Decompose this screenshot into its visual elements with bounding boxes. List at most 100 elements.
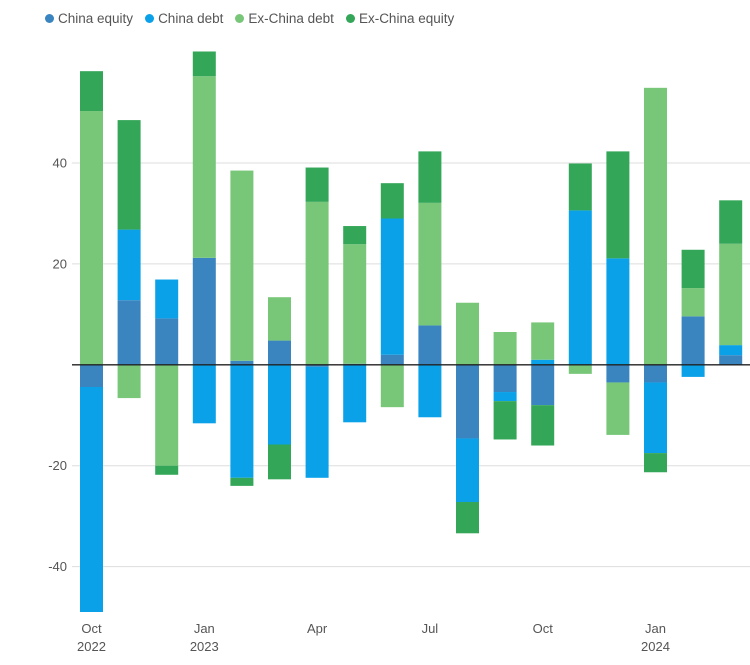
bar-china-debt-4[interactable] [230, 364, 254, 478]
bar-ex-china-debt-12[interactable] [531, 322, 555, 360]
bar-ex-china-equity-7[interactable] [343, 226, 367, 245]
bar-ex-china-debt-0[interactable] [80, 111, 103, 365]
legend-swatch-ex-china-equity [345, 13, 355, 23]
bar-china-equity-12[interactable] [531, 364, 555, 406]
bar-china-equity-2[interactable] [155, 318, 179, 365]
bar-china-equity-10[interactable] [456, 364, 479, 439]
legend-item-china-debt[interactable]: China debt [145, 11, 223, 26]
legend-label-china-debt: China debt [158, 10, 224, 26]
bar-ex-china-equity-16[interactable] [681, 249, 705, 289]
bar-china-debt-12[interactable] [531, 359, 555, 365]
x-tick-label-month: Jul [422, 621, 439, 636]
bar-ex-china-debt-15[interactable] [644, 87, 667, 365]
bar-ex-china-debt-13[interactable] [568, 364, 592, 374]
bar-ex-china-debt-8[interactable] [380, 364, 404, 408]
legend-label-china-equity: China equity [58, 10, 134, 26]
bar-ex-china-debt-14[interactable] [606, 382, 630, 435]
bar-china-debt-5[interactable] [268, 364, 291, 445]
bar-china-equity-8[interactable] [380, 354, 404, 365]
bar-china-debt-11[interactable] [493, 392, 517, 402]
x-tick-label-month: Oct [533, 621, 554, 636]
y-tick-label: -20 [48, 458, 67, 473]
bar-ex-china-equity-13[interactable] [568, 163, 592, 211]
x-tick-label-month: Jan [645, 621, 666, 636]
bar-china-equity-9[interactable] [418, 325, 442, 365]
x-tick-label-month: Jan [194, 621, 215, 636]
bar-ex-china-debt-11[interactable] [493, 332, 517, 365]
bar-china-equity-17[interactable] [719, 355, 743, 365]
x-tick-label-month: Apr [307, 621, 328, 636]
legend-swatch-china-debt [145, 13, 155, 23]
bar-ex-china-debt-10[interactable] [456, 302, 479, 365]
bar-ex-china-equity-12[interactable] [531, 405, 555, 446]
bar-china-debt-9[interactable] [418, 364, 442, 418]
x-tick-label-year: 2022 [77, 639, 106, 654]
bar-ex-china-equity-1[interactable] [117, 120, 141, 230]
bar-china-equity-0[interactable] [80, 364, 103, 387]
y-tick-label: -40 [48, 559, 67, 574]
bar-china-equity-15[interactable] [644, 364, 667, 383]
bar-ex-china-debt-2[interactable] [155, 364, 179, 466]
bar-ex-china-equity-5[interactable] [268, 444, 291, 480]
bar-ex-china-equity-17[interactable] [719, 200, 743, 244]
bar-china-equity-3[interactable] [192, 257, 216, 365]
bar-ex-china-equity-9[interactable] [418, 151, 442, 203]
bar-ex-china-equity-0[interactable] [80, 71, 103, 112]
bar-china-equity-4[interactable] [230, 360, 254, 365]
bar-china-debt-3[interactable] [192, 364, 216, 424]
bar-china-debt-0[interactable] [80, 386, 103, 612]
bar-ex-china-equity-3[interactable] [192, 51, 216, 77]
bar-ex-china-debt-17[interactable] [719, 243, 743, 346]
bar-ex-china-equity-8[interactable] [380, 183, 404, 219]
bar-ex-china-debt-6[interactable] [305, 201, 329, 365]
bar-ex-china-equity-11[interactable] [493, 401, 517, 440]
bar-china-equity-1[interactable] [117, 300, 141, 365]
bar-ex-china-debt-5[interactable] [268, 297, 291, 341]
legend-swatch-ex-china-debt [235, 13, 245, 23]
bar-ex-china-equity-10[interactable] [456, 502, 479, 534]
chart-legend: China equity China debt Ex-China debt Ex… [45, 9, 466, 27]
x-tick-label-month: Oct [81, 621, 102, 636]
x-tick-label-year: 2023 [190, 639, 219, 654]
y-tick-label: 40 [53, 155, 67, 170]
label-layer: 40 20 -20 -40 Oct 2022 Jan 2023 Apr Jul Oct Jan 2024 [48, 155, 670, 654]
bar-china-debt-7[interactable] [343, 364, 367, 423]
bar-china-equity-16[interactable] [681, 316, 705, 365]
bar-china-debt-16[interactable] [681, 364, 705, 377]
bar-layer [80, 51, 743, 612]
y-tick-label: 20 [53, 256, 67, 271]
grid-layer [72, 162, 750, 568]
bar-china-debt-17[interactable] [719, 345, 743, 356]
bar-ex-china-debt-7[interactable] [343, 244, 367, 364]
legend-swatch-china-equity [45, 13, 54, 23]
bar-china-equity-6[interactable] [305, 364, 329, 367]
legend-label-ex-china-equity: Ex-China equity [358, 10, 455, 26]
bar-ex-china-equity-14[interactable] [606, 151, 630, 259]
bar-ex-china-debt-9[interactable] [418, 202, 442, 326]
bar-china-debt-10[interactable] [456, 438, 479, 503]
legend-item-ex-china-equity[interactable]: Ex-China equity [345, 10, 455, 26]
bar-ex-china-equity-15[interactable] [644, 453, 667, 473]
bar-china-debt-2[interactable] [155, 279, 179, 319]
bar-china-debt-15[interactable] [644, 382, 667, 454]
bar-china-debt-14[interactable] [606, 258, 630, 365]
bar-ex-china-debt-1[interactable] [117, 364, 141, 399]
bar-ex-china-equity-4[interactable] [230, 477, 254, 486]
bar-china-debt-13[interactable] [568, 210, 592, 365]
bar-ex-china-debt-3[interactable] [192, 76, 216, 258]
bar-china-debt-6[interactable] [305, 366, 329, 478]
bar-china-equity-11[interactable] [493, 364, 517, 393]
bar-ex-china-debt-16[interactable] [681, 288, 705, 317]
legend-item-ex-china-debt[interactable]: Ex-China debt [235, 11, 334, 26]
bar-china-equity-5[interactable] [268, 340, 291, 365]
x-tick-label-year: 2024 [641, 639, 670, 654]
bar-china-equity-14[interactable] [606, 364, 630, 383]
bar-china-debt-8[interactable] [380, 218, 404, 355]
legend-label-ex-china-debt: Ex-China debt [248, 10, 334, 26]
bar-ex-china-equity-2[interactable] [155, 465, 179, 475]
bar-ex-china-equity-6[interactable] [305, 167, 329, 202]
bar-ex-china-debt-4[interactable] [230, 170, 254, 361]
bar-china-debt-1[interactable] [117, 229, 141, 301]
legend-item-china-equity[interactable]: China equity [45, 11, 133, 26]
